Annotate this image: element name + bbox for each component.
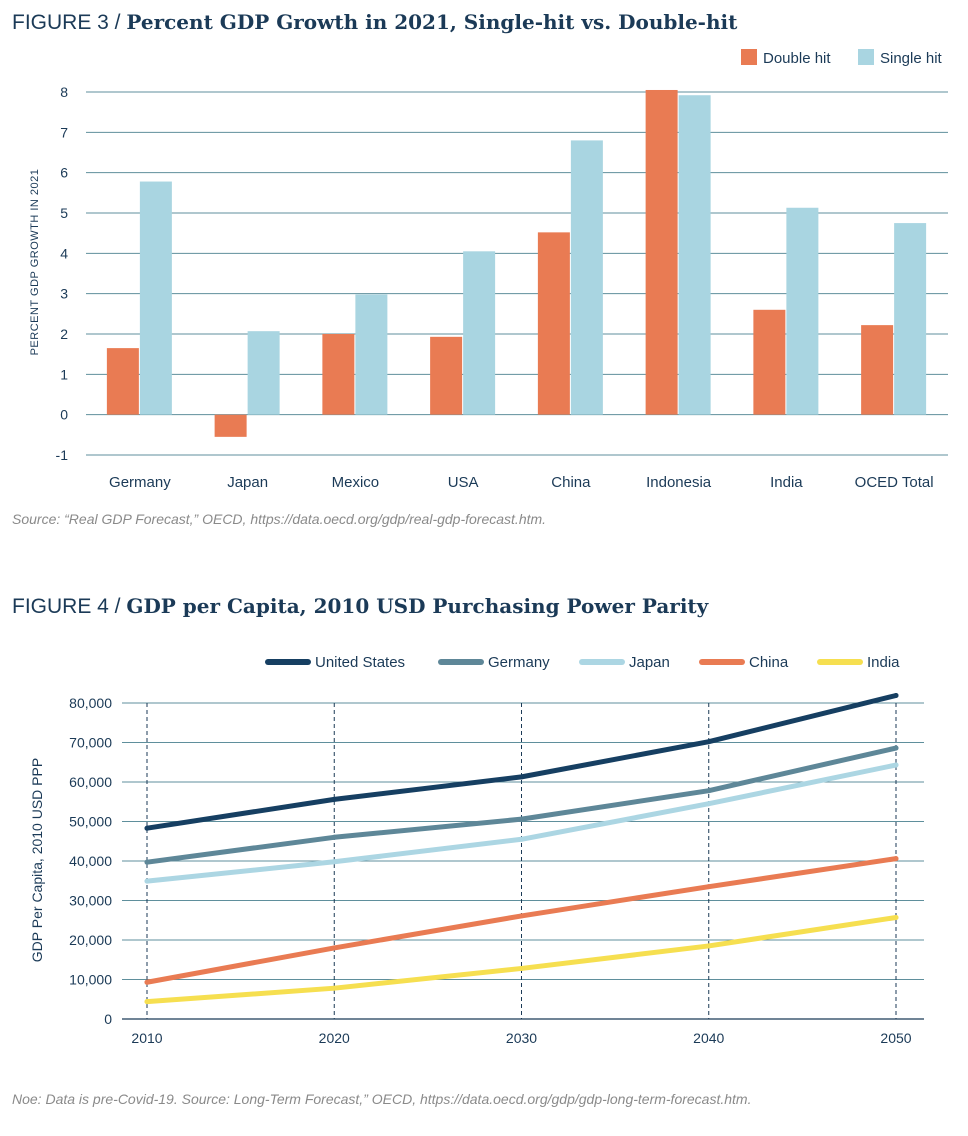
point-japan (893, 762, 899, 768)
y-tick-label: 0 (104, 1011, 112, 1027)
x-tick-label: Mexico (332, 474, 380, 491)
y-tick-label: -1 (56, 447, 69, 463)
point-china (331, 945, 337, 951)
legend-swatch (741, 49, 757, 65)
x-tick-label: China (551, 474, 591, 491)
bar-single-hit (894, 223, 927, 415)
point-united-states (893, 692, 899, 698)
bar-double-hit (106, 348, 139, 415)
bar-chart: 8 7 6 5 4 3 2 1 0 -1 PERCENT GDP GROWTH IN 2021 Ger… (29, 49, 948, 491)
x-tick-label: 2030 (506, 1030, 537, 1046)
point-germany (706, 788, 712, 794)
figure-4-title: FIGURE 4 / GDP per Capita, 2010 USD Purc… (12, 594, 708, 619)
x-tick-label: OCED Total (855, 474, 934, 491)
bar-double-hit (645, 89, 678, 415)
point-united-states (331, 796, 337, 802)
y-tick-label: 4 (60, 245, 68, 261)
y-tick-label: 20,000 (69, 932, 112, 948)
legend-item: Japan (629, 654, 670, 671)
figure-3-label: FIGURE 3 / (12, 11, 127, 34)
legend-item: Germany (488, 654, 550, 671)
point-japan (144, 878, 150, 884)
bar-single-hit (678, 95, 711, 415)
x-tick-label: India (770, 474, 803, 491)
figure-4-heading: GDP per Capita, 2010 USD Purchasing Powe… (126, 594, 709, 618)
bar-single-hit (570, 140, 603, 415)
legend-item: Single hit (880, 50, 943, 67)
point-india (706, 943, 712, 949)
y-tick-label: 5 (60, 205, 68, 221)
bar-double-hit (430, 336, 463, 415)
point-japan (706, 801, 712, 807)
point-germany (331, 834, 337, 840)
y-tick-label: 0 (60, 407, 68, 423)
y-tick-label: 2 (60, 326, 68, 342)
legend-swatch (858, 49, 874, 65)
y-axis-label: GDP Per Capita, 2010 USD PPP (29, 758, 45, 962)
legend-item: United States (315, 654, 405, 671)
bar-single-hit (139, 181, 172, 415)
bar-single-hit (463, 251, 496, 415)
y-tick-label: 10,000 (69, 972, 112, 988)
figure-3-source: Source: “Real GDP Forecast,” OECD, https… (12, 511, 547, 527)
point-india (893, 914, 899, 920)
y-tick-label: 7 (60, 124, 68, 140)
legend-item: Double hit (763, 50, 831, 67)
x-tick-label: USA (448, 474, 479, 491)
y-tick-label: 60,000 (69, 774, 112, 790)
y-tick-label: 30,000 (69, 893, 112, 909)
y-tick-label: 3 (60, 286, 68, 302)
y-tick-label: 80,000 (69, 695, 112, 711)
figure-3-heading: Percent GDP Growth in 2021, Single-hit v… (126, 10, 738, 34)
y-tick-label: 40,000 (69, 853, 112, 869)
y-tick-label: 50,000 (69, 814, 112, 830)
line-chart: 80,000 70,000 60,000 50,000 40,000 30,000 20,0… (29, 654, 924, 1046)
x-tick-label: 2020 (319, 1030, 350, 1046)
point-germany (144, 859, 150, 865)
x-tick-label: Japan (227, 474, 268, 491)
y-axis-label: PERCENT GDP GROWTH IN 2021 (29, 169, 41, 356)
point-germany (893, 745, 899, 751)
y-tick-label: 70,000 (69, 735, 112, 751)
x-tick-label: Indonesia (646, 474, 712, 491)
bar-single-hit (355, 294, 388, 415)
bar-double-hit (861, 325, 894, 415)
y-tick-label: 8 (60, 84, 68, 100)
y-tick-label: 6 (60, 165, 68, 181)
point-china (706, 884, 712, 890)
point-china (519, 913, 524, 919)
bar-double-hit (214, 414, 247, 437)
bar-single-hit (786, 207, 819, 415)
point-united-states (519, 774, 524, 780)
x-tick-label: Germany (109, 474, 171, 491)
point-japan (331, 859, 337, 865)
point-india (144, 999, 150, 1005)
y-tick-label: 1 (60, 366, 68, 382)
figure-3-title: FIGURE 3 / Percent GDP Growth in 2021, S… (12, 10, 737, 35)
figure-4-source: Noe: Data is pre-Covid-19. Source: Long-… (12, 1091, 752, 1107)
x-tick-label: 2010 (131, 1030, 162, 1046)
figure-4-label: FIGURE 4 / (12, 595, 127, 618)
bar-single-hit (247, 331, 280, 415)
x-tick-label: 2050 (880, 1030, 911, 1046)
point-china (144, 979, 150, 985)
point-india (519, 965, 524, 971)
bar-double-hit (322, 334, 355, 415)
bar-double-hit (537, 232, 570, 415)
point-germany (519, 816, 524, 822)
legend-item: India (867, 654, 900, 671)
point-japan (519, 836, 524, 842)
point-united-states (706, 739, 712, 745)
point-united-states (144, 825, 150, 831)
legend-item: China (749, 654, 789, 671)
point-china (893, 856, 899, 862)
point-india (331, 985, 337, 991)
bar-double-hit (753, 309, 786, 415)
x-tick-label: 2040 (693, 1030, 724, 1046)
